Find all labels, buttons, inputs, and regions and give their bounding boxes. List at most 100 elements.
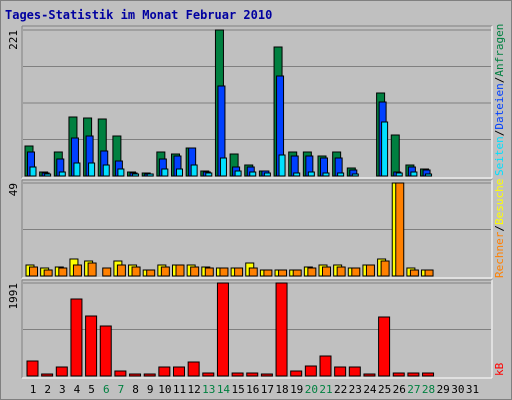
bar-seiten-day-1 — [29, 166, 37, 177]
bar-seiten-day-13 — [205, 172, 213, 177]
legend-sep: / — [493, 130, 506, 137]
bar-kb-day-28 — [422, 372, 435, 377]
bar-rechner-day-21 — [322, 266, 331, 277]
day-label-21: 21 — [319, 383, 332, 396]
bar-rechner-day-8 — [131, 266, 141, 277]
day-label-11: 11 — [173, 383, 186, 396]
legend-middle: Rechner/Besuche — [493, 179, 506, 278]
bar-kb-day-17 — [260, 373, 273, 377]
bar-kb-day-20 — [304, 365, 317, 377]
bar-seiten-day-25 — [381, 121, 389, 177]
bar-kb-day-13 — [202, 372, 215, 377]
bar-seiten-day-11 — [176, 168, 183, 177]
bar-rechner-day-10 — [160, 266, 170, 277]
day-label-25: 25 — [378, 383, 391, 396]
bar-seiten-day-15 — [234, 170, 242, 177]
bar-kb-day-10 — [158, 366, 171, 377]
legend-rechner: Rechner — [493, 231, 506, 278]
bar-rechner-day-27 — [409, 269, 419, 277]
bar-kb-day-1 — [26, 360, 39, 377]
bar-rechner-day-17 — [263, 269, 273, 277]
bar-seiten-day-12 — [190, 164, 198, 177]
bar-seiten-day-10 — [161, 168, 169, 177]
day-label-4: 4 — [74, 383, 81, 396]
bar-kb-day-16 — [246, 372, 259, 377]
bar-rechner-day-2 — [43, 269, 53, 277]
bar-seiten-day-19 — [293, 172, 301, 177]
bar-kb-day-9 — [143, 373, 156, 377]
bar-rechner-day-25 — [380, 260, 390, 277]
day-label-8: 8 — [132, 383, 139, 396]
bar-kb-day-4 — [70, 298, 83, 377]
bar-rechner-day-16 — [248, 267, 258, 277]
bar-rechner-day-28 — [424, 269, 434, 277]
y-max-label-1: 221 — [7, 30, 20, 50]
day-label-22: 22 — [334, 383, 347, 396]
day-label-9: 9 — [147, 383, 154, 396]
bar-seiten-day-26 — [395, 172, 403, 177]
bar-kb-day-7 — [114, 370, 127, 377]
bar-seiten-day-18 — [278, 154, 286, 177]
bar-seiten-day-14 — [219, 157, 227, 177]
bar-seiten-day-5 — [88, 162, 96, 177]
bar-seiten-day-23 — [351, 173, 359, 177]
bar-kb-day-18 — [275, 282, 288, 377]
day-label-24: 24 — [363, 383, 377, 396]
bar-rechner-day-23 — [351, 267, 361, 277]
day-label-17: 17 — [261, 383, 274, 396]
day-label-16: 16 — [246, 383, 259, 396]
bar-seiten-day-17 — [263, 172, 271, 177]
bar-kb-day-14 — [216, 282, 229, 377]
bar-kb-day-23 — [348, 366, 361, 377]
bar-seiten-day-4 — [73, 162, 81, 177]
day-label-12: 12 — [188, 383, 201, 396]
bar-seiten-day-6 — [102, 164, 110, 177]
bar-kb-day-12 — [187, 361, 200, 377]
day-label-26: 26 — [393, 383, 406, 396]
bar-seiten-day-16 — [249, 171, 257, 177]
day-label-27: 27 — [407, 383, 420, 396]
bar-kb-day-19 — [290, 370, 303, 377]
legend-seiten: Seiten — [493, 136, 506, 176]
bar-rechner-day-24 — [365, 264, 375, 277]
day-label-30: 30 — [451, 383, 464, 396]
y-max-label-3: 1991 — [7, 283, 20, 310]
bar-kb-day-25 — [378, 316, 391, 377]
day-label-15: 15 — [231, 383, 244, 396]
bar-seiten-day-22 — [337, 172, 345, 177]
bar-rechner-day-19 — [292, 269, 302, 277]
day-label-18: 18 — [275, 383, 288, 396]
day-label-2: 2 — [44, 383, 51, 396]
bar-rechner-day-9 — [146, 269, 156, 277]
legend-sep: / — [493, 77, 506, 84]
bar-rechner-day-26 — [395, 182, 405, 277]
day-label-23: 23 — [349, 383, 362, 396]
day-label-7: 7 — [118, 383, 125, 396]
bar-seiten-day-20 — [307, 171, 315, 177]
bar-rechner-day-14 — [219, 267, 229, 277]
legend-anfragen: Anfragen — [493, 24, 506, 77]
chart-title: Tages-Statistik im Monat Februar 2010 — [5, 8, 273, 22]
bar-rechner-day-5 — [87, 262, 97, 277]
day-label-28: 28 — [422, 383, 435, 396]
y-max-label-2: 49 — [7, 183, 20, 196]
day-label-20: 20 — [305, 383, 318, 396]
legend-besuche: Besuche — [493, 179, 506, 225]
bar-rechner-day-18 — [278, 269, 288, 277]
bar-kb-day-15 — [231, 372, 244, 377]
day-label-1: 1 — [30, 383, 37, 396]
bar-seiten-day-9 — [146, 173, 154, 177]
bar-seiten-day-3 — [58, 171, 66, 177]
bar-kb-day-5 — [85, 315, 98, 377]
day-label-31: 31 — [466, 383, 479, 396]
day-label-14: 14 — [217, 383, 231, 396]
day-label-19: 19 — [290, 383, 303, 396]
bar-rechner-day-13 — [204, 267, 214, 277]
bar-rechner-day-20 — [307, 267, 317, 277]
bar-kb-day-21 — [319, 355, 332, 377]
legend-bottom: kB — [493, 362, 506, 376]
bar-seiten-day-28 — [425, 173, 433, 177]
bar-rechner-day-11 — [175, 264, 185, 277]
legend-top: Seiten/Dateien/Anfragen — [493, 24, 506, 176]
